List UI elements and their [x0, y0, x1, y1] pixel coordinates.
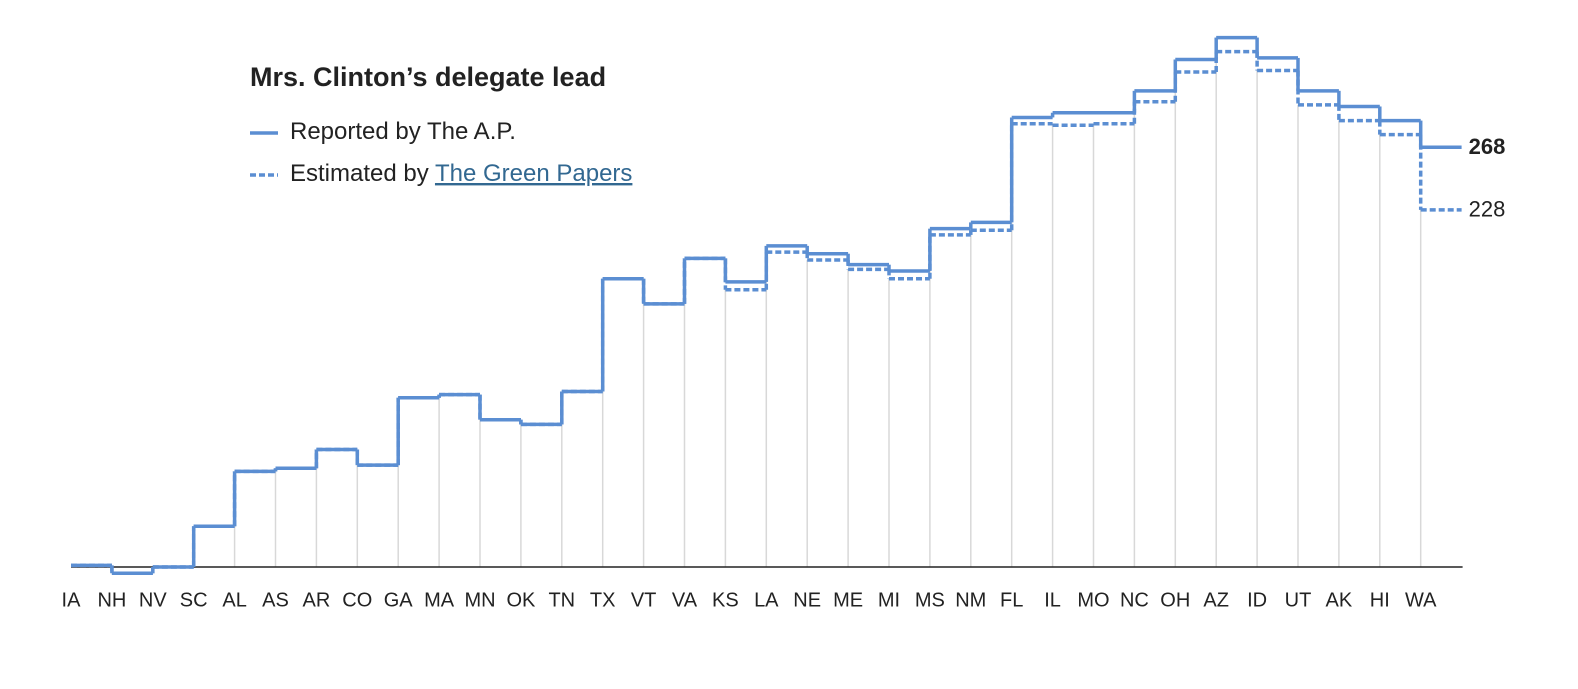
- legend-label: Estimated by The Green Papers: [290, 160, 632, 187]
- x-tick-label: NC: [1120, 589, 1149, 611]
- x-tick-label: NE: [793, 589, 821, 611]
- x-tick-label: NV: [139, 589, 167, 611]
- x-tick-label: AL: [222, 589, 246, 611]
- x-tick-label: AR: [303, 589, 331, 611]
- x-tick-label: UT: [1285, 589, 1312, 611]
- end-label: 268: [1469, 134, 1506, 159]
- x-tick-label: KS: [712, 589, 739, 611]
- x-tick-label: NH: [97, 589, 126, 611]
- x-tick-label: OH: [1160, 589, 1190, 611]
- x-tick-label: AS: [262, 589, 289, 611]
- x-tick-label: MI: [878, 589, 900, 611]
- x-tick-label: NM: [955, 589, 986, 611]
- x-tick-label: ID: [1247, 589, 1267, 611]
- x-tick-label: VA: [672, 589, 698, 611]
- x-tick-label: FL: [1000, 589, 1023, 611]
- x-tick-label: TX: [590, 589, 616, 611]
- x-tick-label: MS: [915, 589, 945, 611]
- legend-name: Reported by The A.P.: [290, 118, 516, 145]
- source-link[interactable]: The Green Papers: [435, 160, 632, 187]
- x-tick-label: HI: [1370, 589, 1390, 611]
- x-tick-label: MN: [464, 589, 495, 611]
- x-tick-label: CO: [342, 589, 372, 611]
- x-tick-label: GA: [384, 589, 414, 611]
- legend-name: Estimated by: [290, 160, 429, 187]
- x-tick-label: AZ: [1203, 589, 1229, 611]
- end-label: 228: [1469, 197, 1506, 222]
- x-tick-label: ME: [833, 589, 863, 611]
- chart-title: Mrs. Clinton’s delegate lead: [250, 62, 606, 92]
- x-tick-label: WA: [1405, 589, 1437, 611]
- x-tick-label: SC: [180, 589, 208, 611]
- x-tick-label: AK: [1326, 589, 1353, 611]
- x-tick-label: VT: [631, 589, 657, 611]
- x-tick-label: MA: [424, 589, 455, 611]
- x-tick-label: IA: [62, 589, 82, 611]
- x-tick-label: LA: [754, 589, 779, 611]
- x-tick-label: IL: [1044, 589, 1061, 611]
- x-tick-label: OK: [506, 589, 536, 611]
- x-tick-label: MO: [1077, 589, 1109, 611]
- x-tick-label: TN: [548, 589, 575, 611]
- legend-label: Reported by The A.P.: [290, 118, 516, 145]
